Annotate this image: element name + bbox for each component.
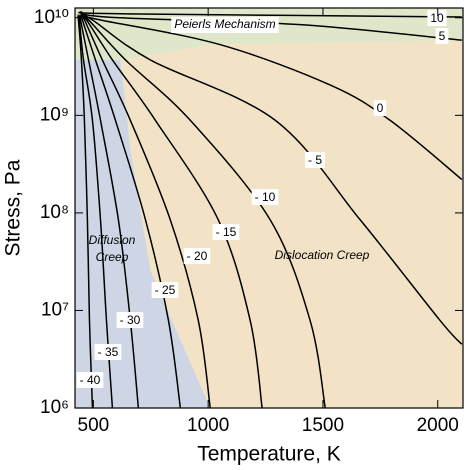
contour-label: - 15 bbox=[216, 225, 237, 239]
contour-label-box bbox=[251, 189, 279, 205]
contour-label: 0 bbox=[377, 101, 384, 115]
contour-line bbox=[79, 14, 182, 408]
y-tick-label: 10⁹ bbox=[40, 104, 69, 125]
x-tick-label: 1500 bbox=[302, 415, 344, 436]
contour-line bbox=[80, 14, 326, 408]
region bbox=[75, 59, 211, 408]
region-label: Dislocation Creep bbox=[275, 248, 370, 262]
contour-label-box bbox=[76, 372, 104, 388]
y-tick-label: 10⁶ bbox=[40, 397, 69, 418]
contour-label-group: - 5 bbox=[304, 152, 326, 168]
contour-label: 5 bbox=[439, 29, 446, 43]
contour-label-box bbox=[427, 10, 447, 26]
contour-line bbox=[79, 14, 211, 408]
contour-line bbox=[80, 14, 263, 408]
contour-label-box bbox=[212, 224, 240, 240]
y-axis-title: Stress, Pa bbox=[2, 159, 25, 256]
contour-label-box bbox=[183, 248, 211, 264]
y-tick-label: 10¹⁰ bbox=[34, 7, 69, 28]
contour-label-box bbox=[151, 282, 179, 298]
contour-label: - 35 bbox=[98, 345, 119, 359]
contour-label-group: 0 bbox=[373, 100, 387, 116]
contour-label-box bbox=[435, 28, 449, 44]
contour-label: - 30 bbox=[120, 313, 141, 327]
y-tick-label: 10⁸ bbox=[40, 202, 69, 223]
plot-area bbox=[75, 8, 463, 408]
contour-label-group: - 40 bbox=[76, 372, 104, 388]
contour-label: - 40 bbox=[80, 373, 101, 387]
contour-label-group: - 30 bbox=[116, 312, 144, 328]
contour-label-group: - 20 bbox=[183, 248, 211, 264]
region-label: Creep bbox=[96, 250, 129, 264]
contour-label-group: 10 bbox=[427, 10, 447, 26]
contour-label-box bbox=[94, 344, 122, 360]
contour-line bbox=[76, 14, 94, 408]
region-label-group: Dislocation Creep bbox=[275, 248, 370, 262]
contour-line bbox=[80, 14, 463, 181]
contour-label: - 20 bbox=[187, 249, 208, 263]
region-label-group: Diffusion Creep bbox=[89, 233, 136, 264]
x-tick-label: 1000 bbox=[187, 415, 229, 436]
contour-label-box bbox=[373, 100, 387, 116]
y-tick-label: 10⁷ bbox=[41, 299, 69, 320]
contour-label-box bbox=[116, 312, 144, 328]
region-label: Peierls Mechanism bbox=[174, 17, 275, 31]
contour-label-group: 5 bbox=[435, 28, 449, 44]
x-tick-label: 2000 bbox=[417, 415, 459, 436]
contour-label: - 25 bbox=[155, 283, 176, 297]
contour-label-group: - 35 bbox=[94, 344, 122, 360]
region-label: Diffusion bbox=[89, 233, 136, 247]
contour-line bbox=[80, 14, 463, 345]
contour-line bbox=[77, 14, 114, 408]
x-axis-title: Temperature, K bbox=[197, 443, 341, 466]
contour-label-group: - 25 bbox=[151, 282, 179, 298]
plot-frame bbox=[74, 7, 464, 409]
contour-line bbox=[78, 11, 462, 18]
contour-label-group: - 15 bbox=[212, 224, 240, 240]
region-label-box bbox=[171, 17, 279, 33]
contour-label: 10 bbox=[430, 11, 444, 25]
x-tick-label: 500 bbox=[78, 415, 110, 436]
contour-label-group: - 10 bbox=[251, 189, 279, 205]
contour-label: - 5 bbox=[308, 153, 322, 167]
contour-label-box bbox=[304, 152, 326, 168]
contour-label: - 10 bbox=[255, 190, 276, 204]
region-label-group: Peierls Mechanism bbox=[171, 17, 279, 33]
